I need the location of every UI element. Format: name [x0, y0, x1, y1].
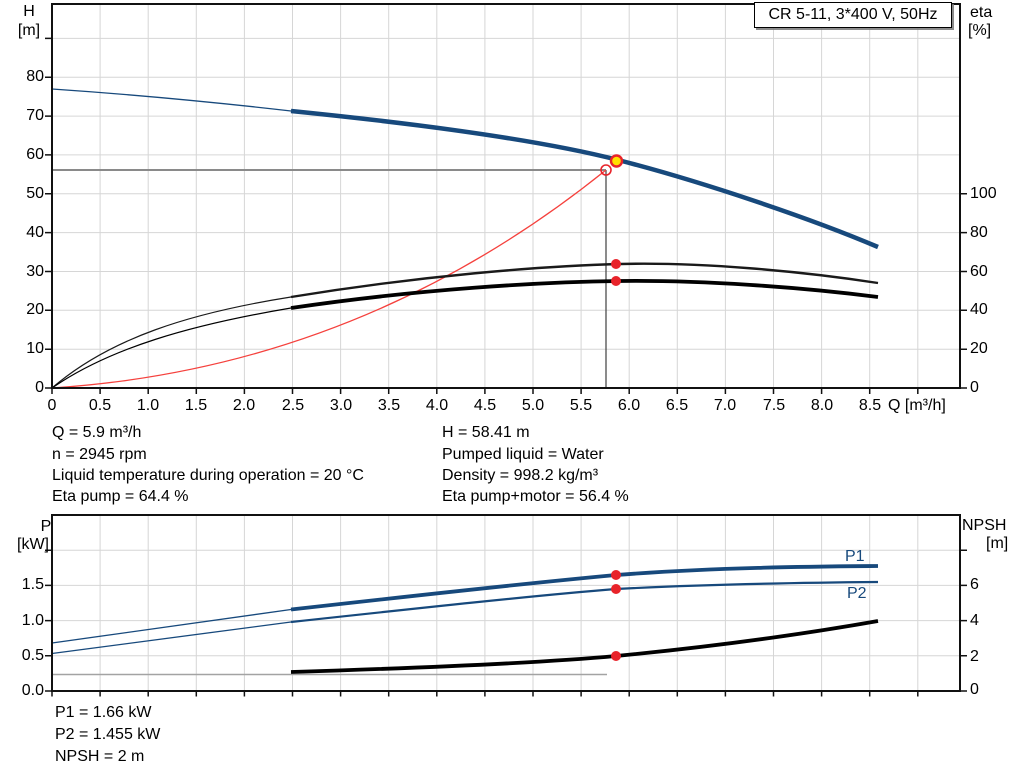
eta-tick: 20: [970, 340, 988, 357]
q-tick: 8.0: [810, 397, 834, 414]
h-tick: 0: [35, 379, 44, 396]
h-tick: 20: [26, 301, 44, 318]
p-tick: 1.0: [21, 612, 44, 629]
npsh-duty-dot: [611, 651, 621, 661]
eta-axis-unit: [%]: [968, 22, 992, 39]
h-tick: 70: [26, 107, 44, 124]
h-axis-unit: [m]: [17, 22, 41, 39]
bottom-chart-ticks: [45, 549, 967, 697]
top-chart-ticks: [45, 37, 967, 394]
result-p1: P1 = 1.66 kW: [55, 704, 152, 721]
npsh-curve: [290, 619, 879, 674]
h-axis-name: H: [23, 3, 35, 20]
eta-pump-curve: [51, 262, 879, 389]
eta-pump-duty-dot: [611, 259, 621, 269]
p-axis-unit: [kW]: [17, 536, 49, 553]
q-tick: 7.0: [713, 397, 737, 414]
npsh-tick: 6: [970, 576, 979, 593]
h-tick: 40: [26, 224, 44, 241]
h-tick: 10: [26, 340, 44, 357]
p1-duty-dot: [611, 570, 621, 580]
p-tick: 0.5: [21, 647, 44, 664]
annotation-head: H = 58.41 m: [442, 424, 530, 441]
top-chart-frame: [51, 3, 961, 389]
q-tick: 6.5: [665, 397, 689, 414]
p-tick: 0.0: [21, 682, 44, 699]
q-tick: 0.5: [88, 397, 112, 414]
q-tick: 4.5: [473, 397, 497, 414]
q-tick: 2.0: [232, 397, 256, 414]
npsh-tick: 0: [970, 681, 979, 698]
p-tick: 1.5: [21, 576, 44, 593]
annotation-liquid: Pumped liquid = Water: [442, 446, 604, 463]
q-tick: 5.5: [569, 397, 593, 414]
annotation-eta-total: Eta pump+motor = 56.4 %: [442, 488, 629, 505]
npsh-tick: 2: [970, 648, 979, 665]
p2-curve: [51, 580, 879, 655]
eta-axis-name: eta: [970, 4, 993, 21]
actual-duty-point-marker: [609, 154, 624, 168]
pump-title-box: CR 5-11, 3*400 V, 50Hz: [754, 2, 952, 28]
h-tick: 50: [26, 185, 44, 202]
eta-tick: 0: [970, 379, 979, 396]
q-tick: 3.0: [329, 397, 353, 414]
q-tick: 5.0: [521, 397, 545, 414]
h-tick: 60: [26, 146, 44, 163]
annotation-temperature: Liquid temperature during operation = 20…: [52, 467, 364, 484]
annotation-density: Density = 998.2 kg/m³: [442, 467, 599, 484]
npsh-axis-unit: [m]: [986, 535, 1009, 552]
q-tick: 7.5: [762, 397, 786, 414]
q-tick: 1.5: [184, 397, 208, 414]
system-curve: [51, 169, 607, 389]
p2-curve-label: P2: [847, 585, 867, 602]
eta-tick: 40: [970, 301, 988, 318]
annotation-eta-pump: Eta pump = 64.4 %: [52, 488, 189, 505]
eta-pump-motor-duty-dot: [611, 276, 621, 286]
bottom-chart-frame: [51, 514, 961, 692]
q-tick: 2.5: [281, 397, 305, 414]
q-tick: 4.0: [425, 397, 449, 414]
npsh-tick: 4: [970, 612, 979, 629]
npsh-axis-name: NPSH: [962, 517, 1007, 534]
pump-qh-curve: [51, 88, 879, 250]
eta-tick: 100: [970, 185, 997, 202]
requested-duty-point-marker: [600, 164, 612, 176]
h-tick: 30: [26, 263, 44, 280]
h-tick: 80: [26, 68, 44, 85]
q-tick: 1.0: [136, 397, 160, 414]
eta-tick: 60: [970, 263, 988, 280]
annotation-speed: n = 2945 rpm: [52, 446, 147, 463]
q-tick: 6.0: [617, 397, 641, 414]
p-axis-name: P: [40, 518, 52, 535]
q-tick: 3.5: [377, 397, 401, 414]
q-tick: 0: [47, 397, 57, 414]
annotation-flow: Q = 5.9 m³/h: [52, 424, 142, 441]
p2-duty-dot: [611, 584, 621, 594]
eta-tick: 80: [970, 224, 988, 241]
q-tick: 8.5: [858, 397, 882, 414]
result-npsh: NPSH = 2 m: [55, 748, 145, 765]
q-axis-unit: Q [m³/h]: [888, 397, 946, 414]
p1-curve-label: P1: [845, 548, 865, 565]
result-p2: P2 = 1.455 kW: [55, 726, 161, 743]
